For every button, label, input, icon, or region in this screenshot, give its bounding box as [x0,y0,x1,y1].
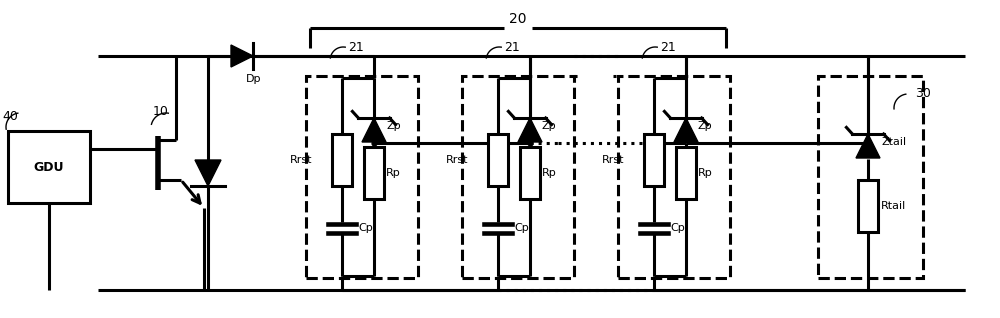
Bar [332,134,352,186]
Bar [676,147,696,199]
Text: Zp: Zp [542,121,557,131]
Text: Cp: Cp [670,223,685,233]
Bar [618,76,730,278]
Bar [364,147,384,199]
Text: 21: 21 [348,41,364,54]
Text: Cp: Cp [358,223,373,233]
Text: 30: 30 [915,87,931,100]
Bar [306,76,418,278]
Text: 10: 10 [153,105,169,118]
Text: 21: 21 [504,41,520,54]
Text: Zp: Zp [386,121,401,131]
Bar [488,134,508,186]
Text: Zp: Zp [698,121,713,131]
Text: Cp: Cp [514,223,529,233]
Text: Rp: Rp [698,168,713,178]
Text: GDU: GDU [34,161,64,174]
Polygon shape [674,118,698,142]
Text: 21: 21 [660,41,676,54]
Text: Rrst: Rrst [602,155,624,165]
Text: Rrst: Rrst [290,155,312,165]
Text: Rp: Rp [542,168,557,178]
Bar [644,134,664,186]
Text: 20: 20 [509,12,527,26]
Polygon shape [856,134,880,158]
Bar [462,76,574,278]
Text: Rtail: Rtail [881,201,906,211]
Text: Ztail: Ztail [881,137,906,147]
Polygon shape [195,160,221,186]
Text: Rp: Rp [386,168,401,178]
Text: Rrst: Rrst [446,155,468,165]
Polygon shape [362,118,386,142]
Bar [818,76,923,278]
Text: Dp: Dp [246,74,262,84]
Bar [8,131,90,203]
Text: 40: 40 [2,110,18,123]
Bar [520,147,540,199]
Polygon shape [231,45,253,67]
Bar [858,180,878,232]
Polygon shape [518,118,542,142]
